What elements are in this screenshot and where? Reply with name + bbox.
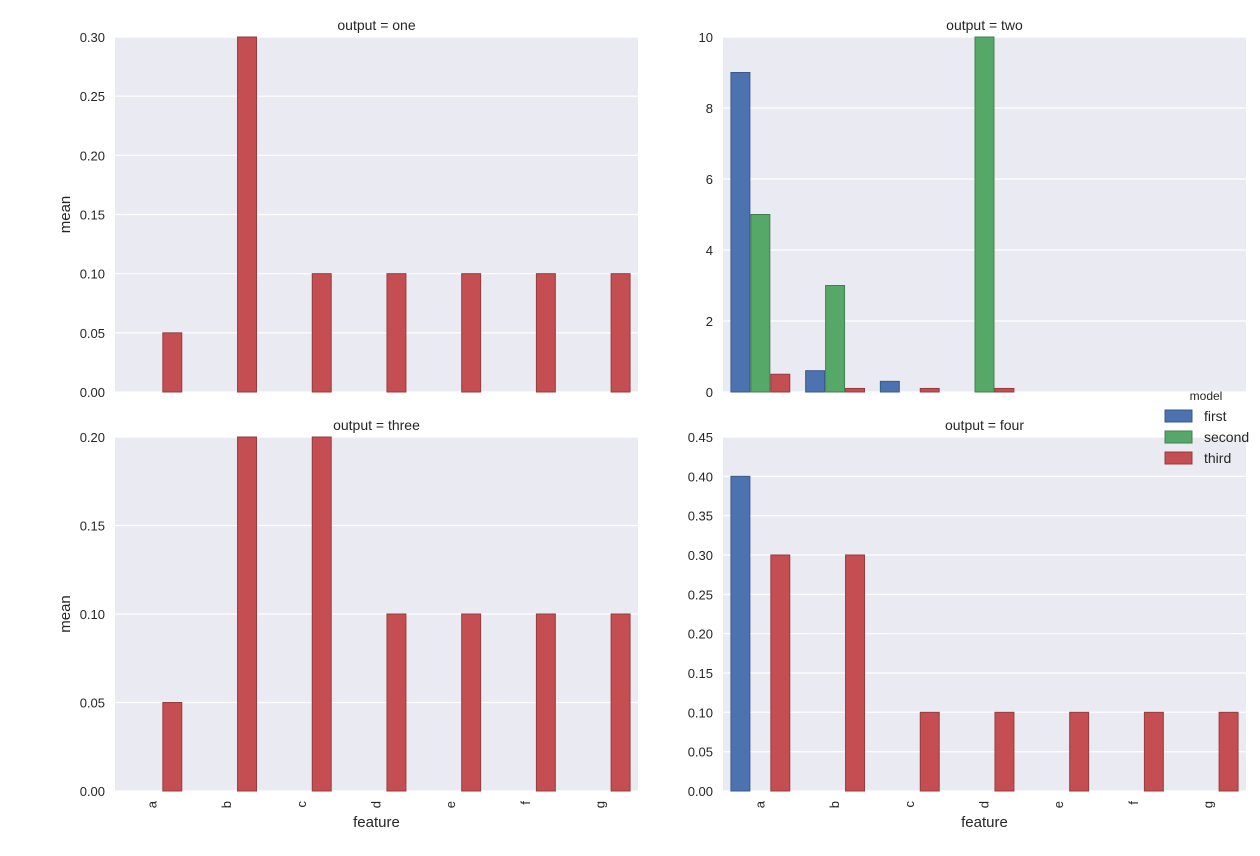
bar-third-g	[610, 273, 631, 393]
legend-label-second: second	[1204, 429, 1249, 445]
bar-third-e	[461, 613, 482, 792]
bar-third-f	[535, 613, 556, 792]
y-tick-label: 0.00	[80, 784, 105, 799]
y-tick-label: 10	[699, 30, 713, 45]
bar-third-d	[386, 613, 407, 792]
bar-third-b	[845, 554, 865, 792]
bar-third-a	[162, 702, 183, 792]
panel-1: 0.00 0.05 0.10 0.15 0.20 0.25 0.30 output = one…	[57, 17, 638, 400]
y-tick-label: 0.35	[688, 509, 713, 524]
y-tick-label: 0.15	[80, 208, 105, 223]
bar-first-c	[879, 380, 900, 393]
y-tick-label: 0.00	[688, 784, 713, 799]
y-tick-label: 0.30	[80, 30, 105, 45]
bar-third-c	[919, 711, 940, 792]
y-tick-label: 0.00	[80, 385, 105, 400]
bar-third-b	[237, 36, 257, 393]
bar-third-e	[461, 273, 482, 393]
y-tick-label: 0.10	[688, 705, 713, 720]
bar-first-a	[730, 72, 751, 393]
bar-second-d	[974, 36, 995, 393]
x-tick-label: e	[443, 801, 458, 808]
bar-third-c	[311, 273, 332, 393]
bar-third-f	[1143, 711, 1164, 792]
panel-3: 0.00 0.05 0.10 0.15 0.20 a b c d e f g output = thre…	[57, 417, 638, 831]
bar-third-b	[845, 387, 865, 393]
x-tick-label: f	[1126, 801, 1141, 805]
bar-third-f	[535, 273, 556, 393]
bar-third-g	[610, 613, 631, 792]
x-tick-label: d	[977, 801, 992, 808]
bar-third-a	[770, 373, 791, 393]
y-tick-label: 0.15	[80, 519, 105, 534]
legend-label-first: first	[1204, 408, 1227, 424]
legend-swatch-second	[1164, 430, 1193, 444]
legend-title: model	[1190, 389, 1223, 403]
bar-first-b	[805, 370, 826, 393]
panel-4: 0.00 0.05 0.10 0.15 0.20 0.25 0.30 0.35 0.40 0.45…	[688, 417, 1246, 831]
y-tick-label: 0.20	[80, 430, 105, 445]
y-axis-label: mean	[57, 196, 74, 234]
panel-title: output = three	[333, 417, 420, 433]
panel-2: 0 2 4 6 8 10 output = two	[699, 17, 1246, 400]
y-tick-label: 0.20	[80, 148, 105, 163]
x-tick-label: b	[827, 801, 842, 808]
y-tick-label: 0.10	[80, 267, 105, 282]
bar-second-b	[825, 285, 846, 393]
bar-third-a	[770, 554, 791, 792]
y-tick-label: 0.15	[688, 666, 713, 681]
x-tick-label: a	[144, 800, 159, 808]
x-tick-label: g	[1201, 801, 1216, 808]
x-tick-label: b	[219, 801, 234, 808]
y-axis-label: mean	[57, 595, 74, 633]
y-tick-label: 8	[706, 101, 713, 116]
legend: model first second third	[1164, 389, 1249, 466]
y-tick-label: 6	[706, 172, 713, 187]
bar-third-d	[994, 711, 1015, 792]
y-tick-label: 0.45	[688, 430, 713, 445]
y-tick-label: 0.10	[80, 607, 105, 622]
y-tick-label: 0.40	[688, 469, 713, 484]
panel-title: output = two	[946, 17, 1023, 33]
x-axis-label: feature	[961, 814, 1008, 831]
bar-third-c	[311, 436, 332, 792]
plot-background	[723, 437, 1246, 791]
y-tick-label: 4	[706, 243, 713, 258]
x-tick-label: e	[1051, 801, 1066, 808]
bar-third-d	[386, 273, 407, 393]
bar-third-a	[162, 332, 183, 393]
x-tick-label: f	[518, 801, 533, 805]
x-tick-label: g	[593, 801, 608, 808]
bar-third-b	[237, 436, 257, 792]
legend-swatch-first	[1164, 409, 1193, 423]
y-tick-label: 0	[706, 385, 713, 400]
y-tick-label: 0.20	[688, 627, 713, 642]
panel-title: output = one	[337, 17, 415, 33]
bar-third-e	[1069, 711, 1090, 792]
y-tick-label: 0.05	[688, 745, 713, 760]
y-tick-label: 0.30	[688, 548, 713, 563]
y-tick-label: 0.05	[80, 696, 105, 711]
x-tick-label: d	[369, 801, 384, 808]
x-tick-label: a	[752, 800, 767, 808]
bar-third-c	[919, 387, 940, 393]
bar-second-a	[750, 214, 771, 393]
y-tick-label: 0.05	[80, 326, 105, 341]
legend-swatch-third	[1164, 451, 1193, 465]
y-tick-label: 0.25	[80, 89, 105, 104]
bar-third-g	[1218, 711, 1239, 792]
x-tick-label: c	[902, 801, 917, 808]
y-tick-label: 0.25	[688, 587, 713, 602]
x-axis-label: feature	[353, 814, 400, 831]
bar-third-d	[994, 387, 1015, 393]
panel-title: output = four	[945, 417, 1024, 433]
bar-first-a	[730, 475, 751, 792]
legend-label-third: third	[1204, 450, 1231, 466]
x-tick-label: c	[294, 801, 309, 808]
y-tick-label: 2	[706, 314, 713, 329]
